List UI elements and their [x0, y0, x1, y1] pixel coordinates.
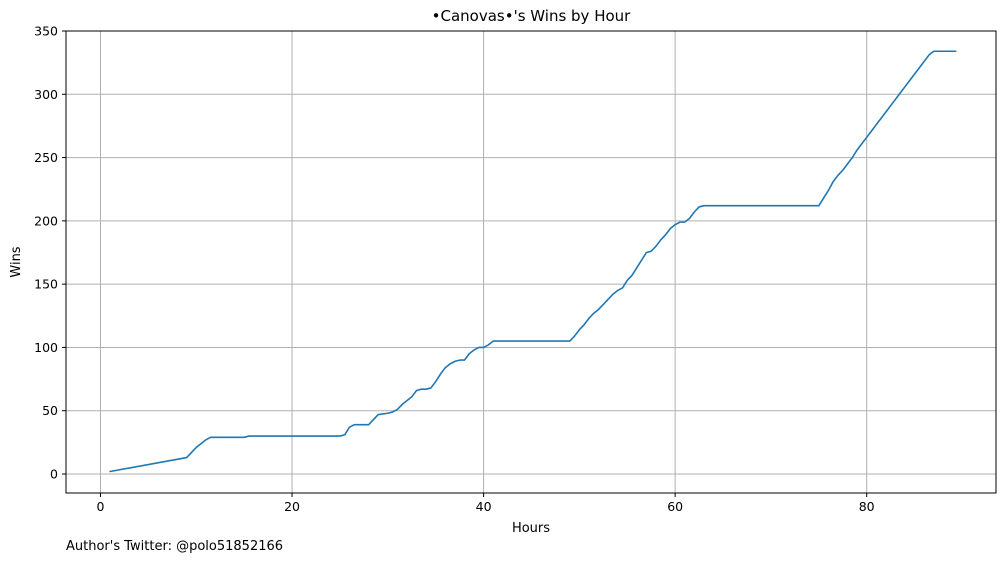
- y-tick-label: 250: [34, 150, 58, 165]
- chart-title: •Canovas•'s Wins by Hour: [432, 7, 632, 25]
- data-series: [109, 50, 957, 473]
- x-axis-title: Hours: [512, 521, 550, 536]
- x-tick-label: 80: [859, 499, 875, 514]
- y-tick-label: 300: [34, 87, 58, 102]
- x-tick-label: 40: [476, 499, 492, 514]
- x-tick-label: 20: [284, 499, 300, 514]
- wins-series-line: [109, 50, 957, 473]
- x-tick-label: 60: [667, 499, 683, 514]
- y-tick-label: 350: [34, 24, 58, 39]
- axis-ticks: 0 20 40 60 80 0 50 100 150 200 250 300 350: [34, 24, 875, 515]
- plot-frame: [65, 30, 997, 494]
- y-tick-label: 100: [34, 340, 58, 355]
- y-tick-label: 150: [34, 277, 58, 292]
- y-tick-label: 50: [42, 403, 58, 418]
- x-tick-label: 0: [97, 499, 105, 514]
- y-tick-label: 0: [50, 467, 58, 482]
- y-axis-title: Wins: [9, 246, 24, 277]
- y-tick-label: 200: [34, 213, 58, 228]
- author-credit: Author's Twitter: @polo51852166: [66, 539, 283, 554]
